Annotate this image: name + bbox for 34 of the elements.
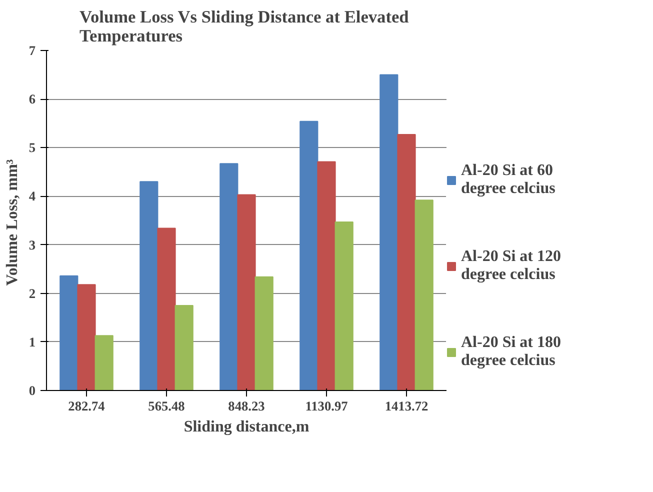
- x-tick-label: 565.48: [148, 398, 186, 414]
- chart-title: Volume Loss Vs Sliding Distance at Elevated Temperatures: [80, 8, 410, 46]
- bar: [157, 228, 176, 390]
- bar: [317, 161, 336, 390]
- bar: [220, 163, 238, 390]
- y-tick-label: 7: [28, 43, 36, 58]
- x-tick-label: 848.23: [228, 398, 266, 414]
- x-tick-label: 1130.97: [305, 398, 348, 414]
- bar: [237, 194, 256, 390]
- bar: [334, 221, 354, 390]
- bar: [94, 335, 114, 390]
- bar: [60, 275, 78, 390]
- y-tick-label: 5: [28, 140, 36, 156]
- bar: [414, 200, 434, 390]
- y-axis-title: Volume Loss, mm³: [4, 159, 21, 286]
- y-tick-label: 1: [28, 334, 36, 350]
- x-tick-label: 1413.72: [384, 398, 428, 414]
- bar: [397, 134, 416, 390]
- x-axis-title: Sliding distance,m: [184, 418, 310, 436]
- y-tick-label: 3: [28, 237, 36, 252]
- legend-label: Al-20 Si at 60 degree celcius: [461, 162, 556, 198]
- x-tick-label: 282.74: [68, 398, 106, 414]
- y-tick-label: 6: [28, 92, 36, 107]
- legend-label: Al-20 Si at 180 degree celcius: [461, 334, 561, 370]
- legend-label: Al-20 Si at 120 degree celcius: [461, 248, 561, 284]
- bar: [254, 276, 274, 390]
- y-tick-label: 2: [28, 286, 36, 301]
- bar: [380, 74, 398, 390]
- bar: [77, 284, 96, 390]
- bar: [300, 120, 318, 390]
- bar: [140, 181, 158, 390]
- y-tick-label: 0: [28, 383, 36, 398]
- bar: [174, 305, 194, 390]
- y-tick-label: 4: [28, 188, 36, 204]
